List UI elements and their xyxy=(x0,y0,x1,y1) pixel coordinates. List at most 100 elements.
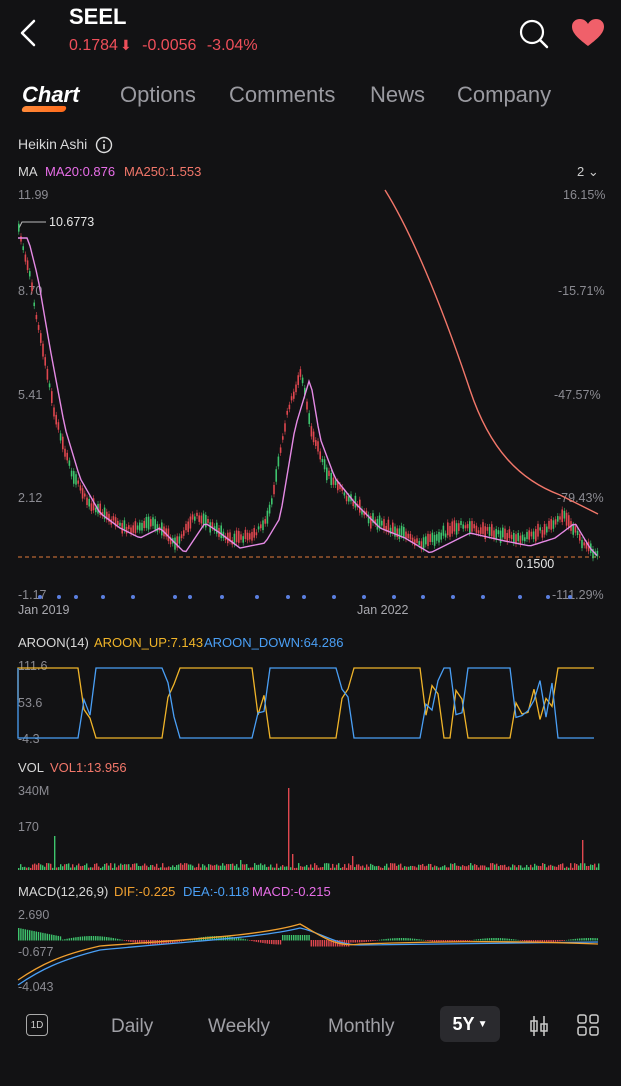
volume-bar xyxy=(198,863,200,870)
tab-comments[interactable]: Comments xyxy=(229,82,336,107)
candle-body xyxy=(387,519,390,533)
volume-bar xyxy=(220,865,222,870)
ma250-line xyxy=(384,189,599,515)
volume-bar xyxy=(422,863,424,870)
macd-histogram-bar xyxy=(290,935,293,941)
monthly-button[interactable]: Monthly xyxy=(328,1016,395,1037)
layout-grid-button[interactable] xyxy=(577,1014,599,1036)
volume-bar xyxy=(414,866,416,870)
candle-body xyxy=(405,531,407,540)
volume-bar xyxy=(206,867,208,870)
grid-icon xyxy=(577,1014,599,1036)
macd-histogram-bar xyxy=(565,939,568,941)
macd-histogram-bar xyxy=(213,936,216,941)
macd-histogram-bar xyxy=(469,940,471,941)
candle-body xyxy=(114,517,117,527)
macd-histogram-bar xyxy=(559,940,561,942)
volume-bar xyxy=(350,865,352,870)
macd-histogram-bar xyxy=(321,940,323,947)
weekly-button[interactable]: Weekly xyxy=(208,1016,270,1037)
candle-body xyxy=(308,413,310,425)
candle-body xyxy=(240,534,242,540)
volume-bar xyxy=(436,866,438,870)
candle-body xyxy=(460,521,462,525)
ma250-label: MA250:1.553 xyxy=(124,164,202,179)
volume-bar xyxy=(64,864,66,870)
volume-bar xyxy=(470,863,472,870)
volume-bar xyxy=(312,867,314,870)
volume-bar xyxy=(248,867,250,870)
candle-body xyxy=(477,530,480,534)
candle-body xyxy=(117,520,119,526)
volume-bar xyxy=(592,864,594,870)
candle-body xyxy=(330,472,332,485)
candle-body xyxy=(354,495,357,508)
last-price: 0.1784 xyxy=(69,37,118,54)
volume-bar xyxy=(458,865,460,870)
candle-body xyxy=(147,516,150,530)
macd-histogram-bar xyxy=(464,940,466,942)
volume-bar xyxy=(150,865,152,870)
back-button[interactable] xyxy=(14,18,44,48)
tab-chart[interactable]: Chart xyxy=(22,82,80,107)
candle-body xyxy=(264,519,266,524)
volume-bar xyxy=(164,867,166,870)
macd-histogram-bar xyxy=(462,940,464,942)
volume-bar xyxy=(442,866,444,870)
tab-company[interactable]: Company xyxy=(457,82,552,107)
candle-body xyxy=(108,513,110,522)
info-button[interactable] xyxy=(95,136,113,154)
candle-body xyxy=(436,534,438,541)
candle-body xyxy=(323,459,326,470)
candle-body xyxy=(51,391,53,404)
chart-type-label[interactable]: Heikin Ashi xyxy=(18,136,88,152)
candle-body xyxy=(20,236,22,242)
volume-bar xyxy=(68,863,70,870)
volume-bar xyxy=(124,864,126,870)
macd-histogram-bar xyxy=(178,940,180,942)
aroon-y-2: -4.3 xyxy=(18,732,40,746)
macd-histogram-bar xyxy=(40,932,42,941)
macd-histogram-bar xyxy=(570,939,572,941)
range-5y-button[interactable]: 5Y ▼ xyxy=(440,1006,500,1042)
candle-body xyxy=(539,527,541,531)
candle-body xyxy=(411,537,414,543)
candle-body xyxy=(70,470,73,477)
macd-histogram-bar xyxy=(440,940,442,943)
daily-button[interactable]: Daily xyxy=(111,1016,154,1037)
candle-body xyxy=(396,528,398,538)
candle-body xyxy=(574,526,577,533)
interval-1d-button[interactable]: 1D xyxy=(26,1014,48,1036)
volume-bar xyxy=(484,865,486,870)
favorite-button[interactable] xyxy=(571,18,605,48)
candle-body xyxy=(455,523,458,535)
macd-histogram-bar xyxy=(271,940,273,945)
candle-body xyxy=(143,520,145,529)
volume-bar xyxy=(582,840,584,870)
candle-body xyxy=(183,530,185,536)
macd-histogram-bar xyxy=(350,940,352,943)
indicator-settings-button[interactable] xyxy=(528,1014,550,1038)
volume-bar xyxy=(564,867,566,870)
macd-histogram-bar xyxy=(414,938,416,941)
search-button[interactable] xyxy=(518,18,550,50)
macd-histogram-bar xyxy=(477,939,480,941)
volume-bar xyxy=(424,866,426,870)
volume-bar xyxy=(522,867,524,870)
tab-news[interactable]: News xyxy=(370,82,426,107)
tab-options[interactable]: Options xyxy=(120,82,196,107)
candle-body xyxy=(24,254,27,262)
macd-histogram-bar xyxy=(370,940,372,942)
macd-histogram-bar xyxy=(579,938,581,941)
volume-bar xyxy=(192,865,194,870)
candle-body xyxy=(526,532,528,540)
candle-body xyxy=(554,519,557,525)
volume-bar xyxy=(586,866,588,870)
period-toggle[interactable]: 2 ⌄ xyxy=(577,164,599,180)
candle-body xyxy=(42,343,44,357)
volume-bar xyxy=(218,865,220,870)
macd-histogram-bar xyxy=(117,938,119,941)
volume-bar xyxy=(370,863,372,870)
macd-dea-label: DEA:-0.118 xyxy=(183,884,250,899)
